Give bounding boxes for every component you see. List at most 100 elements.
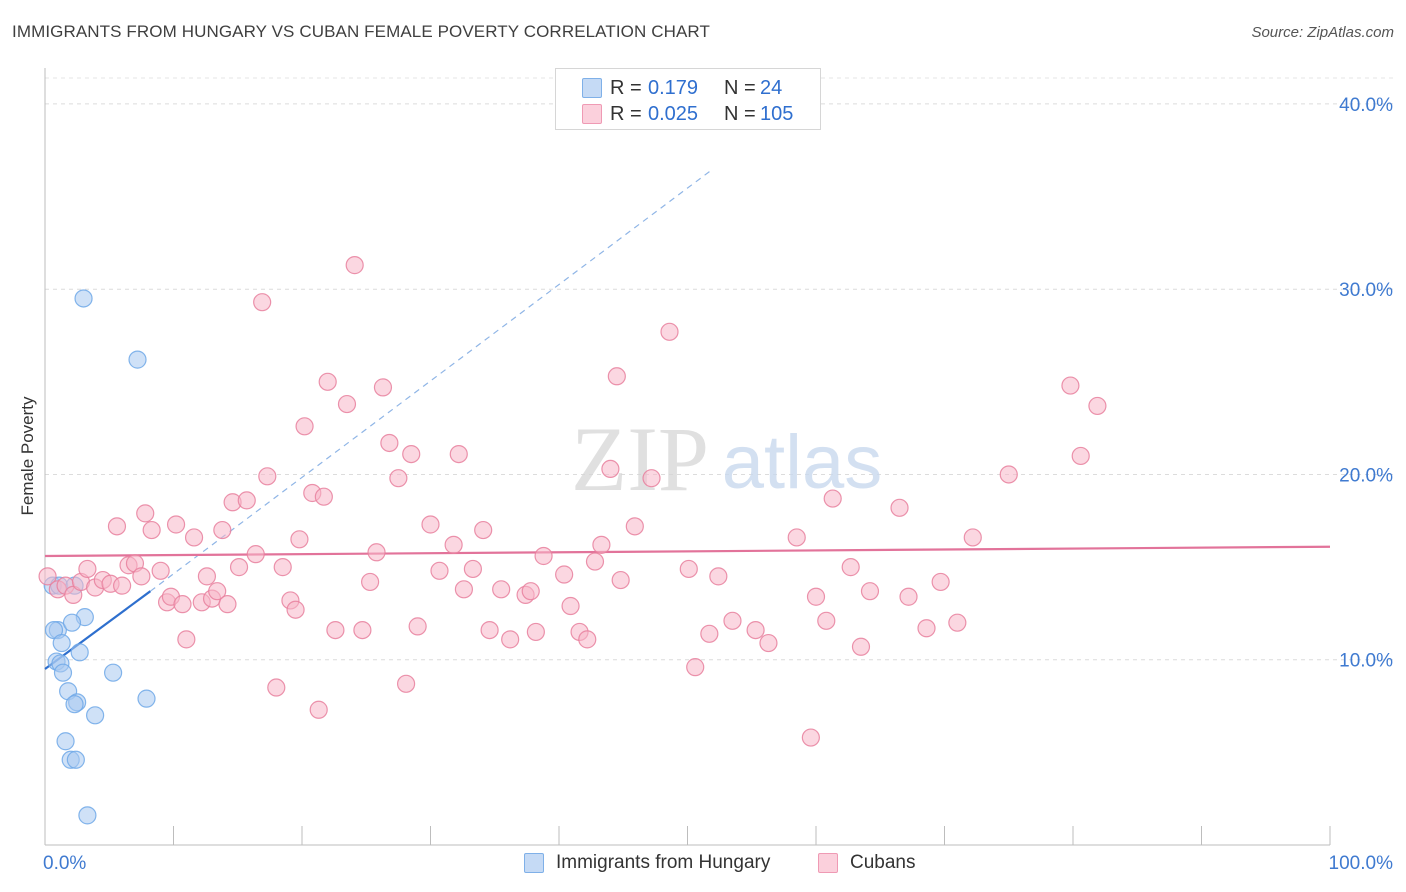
data-point [70,643,89,662]
data-point [463,559,483,579]
data-point [38,567,57,586]
source-label: Source: ZipAtlas.com [1251,24,1394,41]
data-point [402,444,421,464]
data-point [817,611,836,630]
data-point [132,567,151,586]
tick-label-layer: 10.0% 20.0% 30.0% 40.0% 0.0% 100.0% [43,95,1393,874]
data-point [173,595,192,614]
data-point [860,582,880,601]
data-point [128,350,147,369]
legend-n-value: 24 [760,77,783,99]
data-point [290,530,309,549]
data-point [86,706,105,725]
data-point [851,637,871,656]
data-point [318,372,337,391]
data-point [213,520,232,540]
correlation-legend: R = 0.179 N = 24 R = 0.025 N = 105 [555,68,821,130]
data-point [521,582,540,601]
data-point [686,658,705,677]
data-point [421,515,440,534]
data-point [806,587,826,606]
data-point [787,528,806,547]
data-point [208,582,227,601]
points-layer [38,256,1107,825]
data-point [237,491,256,510]
data-point [136,504,155,523]
data-point [56,732,75,751]
data-point [480,620,499,640]
data-point [396,674,416,693]
data-point [660,322,679,341]
data-point [449,444,468,464]
data-point [723,611,742,630]
data-point [52,633,71,653]
data-point [367,543,386,562]
data-point [273,558,292,577]
data-point [286,600,305,619]
data-point [931,572,950,592]
legend-swatch-hungary [582,78,602,98]
data-point [65,695,84,714]
data-point [607,367,626,386]
data-point [197,567,217,586]
trend-extension-dashed [150,168,714,592]
data-point [380,433,399,453]
data-point [53,663,73,682]
bottom-legend-label-cubans: Cubans [850,852,916,873]
data-point [444,535,463,554]
data-point [373,378,393,397]
legend-r-label: R = [610,103,642,125]
data-point [345,256,364,275]
bottom-legend-swatch-hungary [524,853,544,873]
data-point [679,559,698,579]
data-point [74,289,93,308]
data-point [104,663,123,682]
data-point [948,613,967,632]
data-point [389,469,408,488]
data-point [314,487,333,506]
data-point [759,633,778,653]
y-tick-label: 30.0% [1339,280,1393,301]
legend-r-label: R = [610,77,642,99]
data-point [501,630,520,649]
data-point [112,576,132,595]
data-point [142,520,161,540]
data-point [899,587,918,606]
axis-layer [44,68,1331,846]
data-point [534,546,553,566]
data-point [309,700,328,719]
data-point [337,394,357,414]
x-tick-label: 0.0% [43,853,86,874]
legend-swatch-cubans [582,104,602,124]
data-point [78,559,97,579]
data-point [1061,376,1080,395]
watermark: ZIP atlas [571,408,882,510]
data-point [62,613,82,632]
data-point [184,528,204,547]
data-point [890,498,909,517]
data-point [474,520,493,540]
watermark-atlas: atlas [722,420,883,505]
data-point [454,580,474,599]
data-point [592,535,611,554]
data-point [999,465,1018,484]
data-point [642,469,661,488]
data-point [801,728,820,747]
data-point [746,620,765,640]
data-point [151,561,170,580]
data-point [408,617,427,636]
data-point [601,459,620,479]
data-point [137,689,156,708]
legend-n-value: 105 [760,103,794,125]
legend-n-label: N = [724,103,756,125]
chart-title: IMMIGRANTS FROM HUNGARY VS CUBAN FEMALE … [12,22,710,41]
y-tick-label: 10.0% [1339,651,1393,672]
data-point [492,580,511,599]
y-tick-label: 40.0% [1339,95,1393,116]
data-point [700,624,719,643]
data-point [611,570,630,590]
data-point [267,678,286,697]
data-point [585,552,605,571]
x-tick-label: 100.0% [1329,853,1394,874]
